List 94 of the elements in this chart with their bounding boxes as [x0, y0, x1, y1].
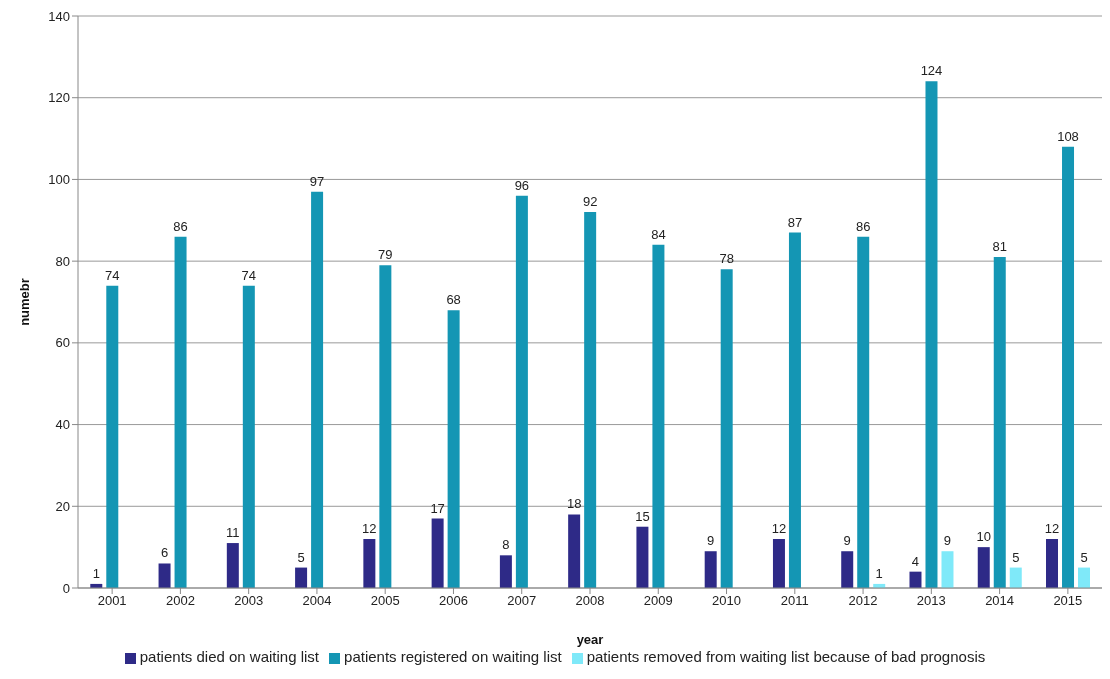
data-label: 1	[875, 565, 883, 581]
bar	[857, 236, 870, 588]
data-label: 78	[719, 251, 734, 267]
legend-label: patients died on waiting list	[139, 648, 320, 665]
y-tick-label: 140	[48, 8, 70, 24]
data-label: 124	[920, 63, 943, 79]
data-label: 9	[707, 533, 715, 549]
x-axis-title: year	[576, 632, 604, 647]
bar	[311, 191, 324, 588]
bar	[1062, 146, 1075, 588]
bar	[568, 514, 581, 588]
y-tick-label: 100	[48, 172, 70, 188]
bar	[704, 551, 717, 588]
legend-label: patients registered on waiting list	[344, 648, 562, 665]
data-label: 79	[378, 247, 393, 263]
bar	[106, 285, 119, 588]
data-label: 12	[1044, 520, 1060, 536]
data-label: 10	[976, 529, 991, 545]
data-label: 1	[92, 565, 100, 581]
y-tick-label: 0	[62, 580, 70, 596]
bar	[379, 265, 392, 588]
bar	[909, 571, 922, 588]
y-tick-label: 80	[55, 253, 70, 269]
bar	[515, 195, 528, 588]
bar	[1046, 538, 1059, 588]
data-label: 84	[651, 226, 666, 242]
bar	[977, 547, 990, 588]
data-label: 8	[502, 537, 510, 553]
x-tick-label: 2012	[848, 593, 878, 609]
data-label: 87	[787, 214, 803, 230]
data-label: 12	[771, 520, 787, 536]
y-tick-label: 40	[55, 417, 70, 433]
data-label: 11	[226, 525, 240, 541]
bar	[993, 257, 1006, 588]
bar	[788, 232, 801, 588]
y-tick-label: 60	[55, 335, 70, 351]
data-label: 5	[297, 549, 305, 565]
bar	[636, 526, 649, 588]
x-tick-label: 2001	[97, 593, 127, 609]
data-label: 17	[430, 500, 445, 516]
bar	[841, 551, 854, 588]
x-tick-label: 2009	[643, 593, 673, 609]
bar	[652, 244, 665, 588]
data-label: 12	[362, 520, 377, 536]
bar	[363, 538, 376, 588]
bar	[158, 563, 171, 588]
data-label: 4	[911, 553, 920, 569]
data-label: 15	[635, 508, 650, 524]
x-tick-label: 2014	[985, 593, 1015, 609]
bar	[584, 212, 597, 588]
bar	[174, 236, 187, 588]
bar	[1009, 567, 1022, 588]
data-label: 86	[173, 218, 188, 234]
bar	[720, 269, 733, 588]
bar	[772, 538, 785, 588]
bar	[499, 555, 512, 588]
legend-label: patients removed from waiting list because of bad prognosis	[586, 648, 986, 665]
bar	[925, 81, 938, 588]
x-tick-label: 2003	[234, 593, 264, 609]
x-tick-label: 2015	[1053, 593, 1083, 609]
data-label: 81	[992, 239, 1007, 255]
x-tick-label: 2007	[507, 593, 537, 609]
y-tick-label: 20	[55, 498, 70, 514]
data-label: 96	[514, 177, 530, 193]
data-label: 9	[843, 533, 851, 549]
bar	[226, 543, 239, 588]
bar	[941, 551, 954, 588]
x-tick-label: 2004	[302, 593, 332, 609]
data-label: 9	[943, 533, 952, 549]
x-tick-label: 2013	[916, 593, 946, 609]
x-tick-label: 2005	[370, 593, 400, 609]
data-label: 86	[855, 218, 871, 234]
bar	[295, 567, 308, 588]
data-label: 108	[1057, 128, 1079, 144]
x-tick-label: 2008	[575, 593, 605, 609]
x-tick-label: 2011	[780, 593, 809, 609]
x-tick-label: 2002	[165, 593, 195, 609]
y-tick-label: 120	[48, 90, 70, 106]
data-label: 74	[105, 267, 120, 283]
data-label: 5	[1012, 549, 1020, 565]
x-tick-label: 2010	[712, 593, 741, 609]
data-label: 74	[241, 267, 257, 283]
bar	[431, 518, 444, 588]
x-tick-label: 2006	[439, 593, 468, 609]
bar	[1078, 567, 1091, 588]
y-axis-title: numebr	[16, 278, 32, 326]
data-label: 97	[309, 173, 325, 189]
data-label: 18	[566, 496, 582, 512]
bar	[447, 310, 460, 588]
data-label: 5	[1080, 549, 1088, 565]
bar	[242, 285, 255, 588]
data-label: 6	[160, 545, 169, 561]
data-label: 68	[446, 292, 461, 308]
data-label: 92	[582, 194, 598, 210]
